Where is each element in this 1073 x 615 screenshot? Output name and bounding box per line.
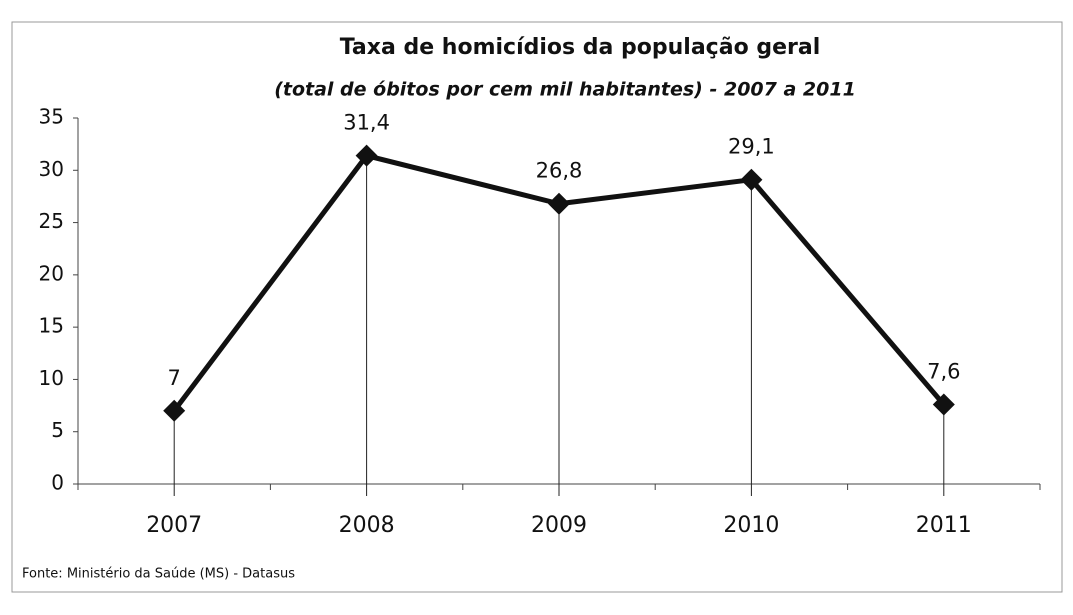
data-marker: [163, 399, 186, 422]
x-tick-label: 2009: [531, 513, 587, 538]
data-marker: [548, 192, 570, 215]
x-tick-label: 2008: [339, 513, 395, 538]
y-tick-label: 15: [39, 314, 64, 338]
y-tick-label: 10: [39, 366, 64, 390]
x-tick-label: 2007: [146, 513, 202, 538]
source-note: Fonte: Ministério da Saúde (MS) - Datasu…: [22, 567, 295, 582]
data-label: 26,8: [536, 159, 583, 183]
chart-title: Taxa de homicídios da população geral: [340, 35, 821, 60]
chart-frame: [11, 21, 1063, 593]
data-label: 7,6: [927, 360, 960, 384]
x-tick-label: 2011: [916, 513, 972, 538]
data-marker: [932, 393, 955, 416]
y-tick-label: 30: [39, 157, 64, 181]
chart-subtitle: (total de óbitos por cem mil habitantes)…: [274, 79, 856, 101]
y-tick-label: 0: [51, 471, 64, 495]
data-label: 31,4: [343, 111, 390, 135]
y-tick-label: 25: [39, 209, 64, 233]
data-marker: [355, 144, 378, 167]
data-label: 29,1: [728, 135, 775, 159]
y-tick-label: 5: [51, 418, 64, 442]
data-marker: [740, 168, 763, 191]
x-tick-label: 2010: [723, 513, 779, 538]
y-tick-label: 20: [39, 261, 64, 285]
y-tick-label: 35: [39, 105, 64, 129]
data-label: 7: [168, 366, 181, 390]
